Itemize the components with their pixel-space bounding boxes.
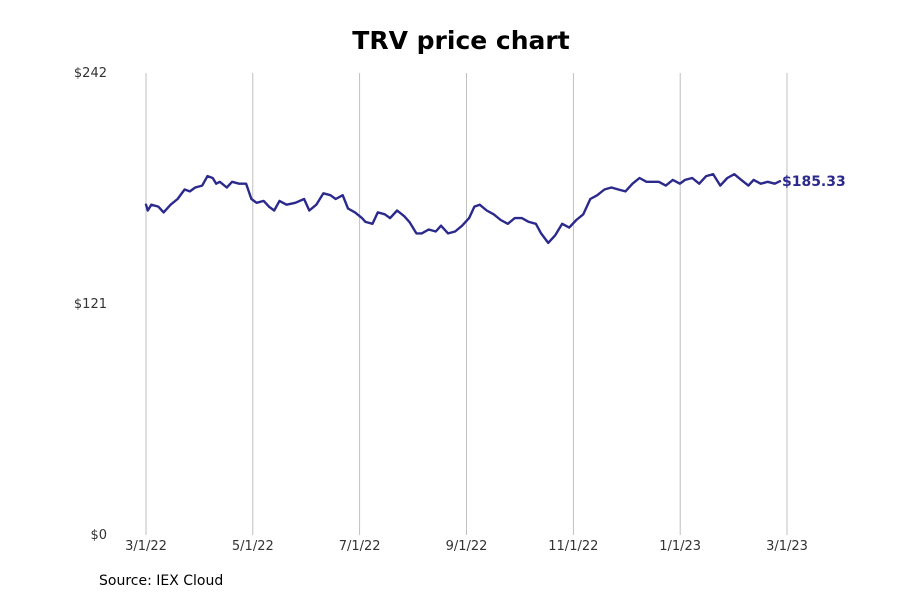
y-tick-label: $242 (74, 66, 107, 81)
x-tick-label: 7/1/22 (339, 539, 381, 554)
annotation-layer: $185.33 (782, 174, 846, 190)
x-tick-label: 3/1/22 (125, 539, 167, 554)
x-tick-label: 5/1/22 (232, 539, 274, 554)
x-tick-label: 9/1/22 (446, 539, 488, 554)
x-axis-ticks: 3/1/22 5/1/22 7/1/22 9/1/22 11/1/22 1/1/23 3/1… (125, 539, 808, 554)
series-layer (144, 173, 782, 245)
x-tick-label: 1/1/23 (659, 539, 701, 554)
y-tick-label: $121 (74, 297, 107, 312)
x-tick-label: 3/1/23 (766, 539, 808, 554)
y-axis-ticks: $0 $121 $242 (74, 66, 107, 543)
chart-title: TRV price chart (352, 26, 570, 55)
price-line (144, 173, 782, 245)
gridlines (145, 73, 788, 535)
y-tick-label: $0 (90, 528, 107, 543)
source-note: Source: IEX Cloud (99, 573, 224, 589)
last-price-label: $185.33 (782, 174, 846, 190)
x-tick-label: 11/1/22 (548, 539, 598, 554)
